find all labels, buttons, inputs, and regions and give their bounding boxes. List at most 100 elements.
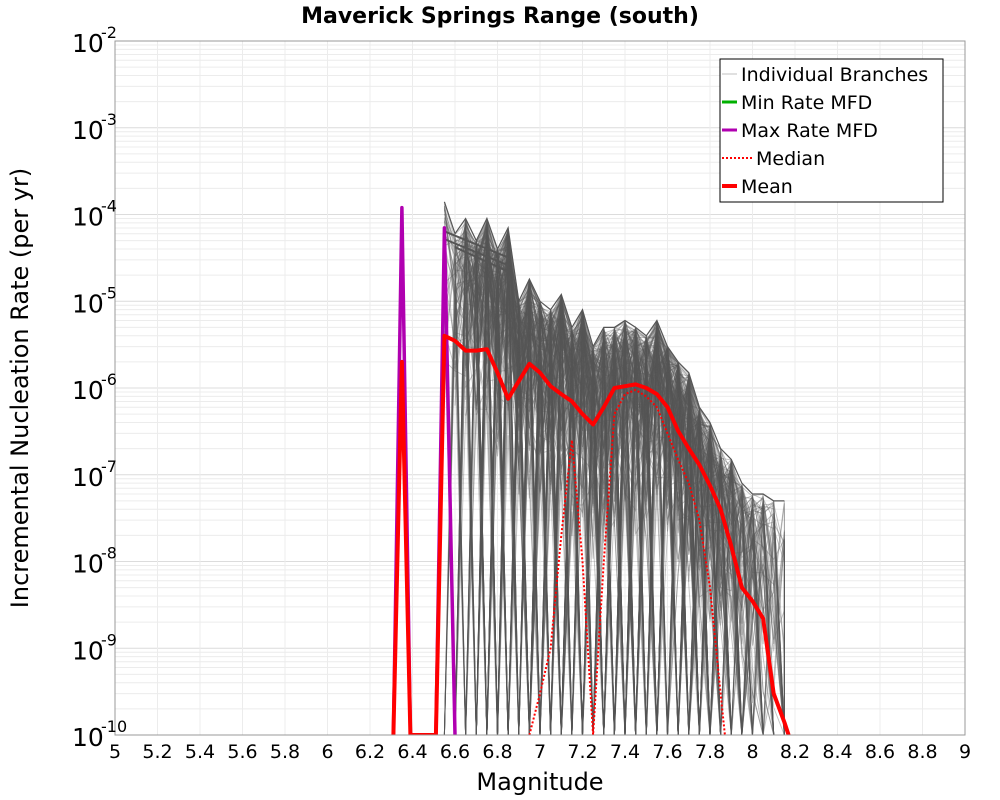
individual-branch — [465, 233, 722, 735]
individual-branch — [465, 236, 722, 735]
individual-branch — [475, 244, 775, 735]
individual-branch — [475, 280, 743, 735]
individual-branch — [454, 241, 732, 735]
individual-branch — [443, 207, 711, 735]
individual-branch — [443, 219, 743, 735]
legend-entry: Individual Branches — [722, 64, 928, 86]
legend-entry: Median — [722, 148, 825, 170]
individual-branch — [455, 239, 785, 735]
x-tick-label: 9 — [959, 741, 971, 763]
individual-branch — [454, 249, 711, 735]
individual-branch — [454, 248, 700, 735]
individual-branch — [465, 222, 785, 735]
individual-branch — [475, 230, 785, 735]
individual-branch — [454, 249, 743, 735]
individual-branch — [475, 255, 722, 735]
individual-branch — [476, 228, 774, 735]
individual-branch — [475, 267, 785, 735]
y-tick-exponent: -6 — [101, 370, 117, 389]
individual-branch — [454, 235, 732, 735]
legend-label: Mean — [741, 176, 793, 198]
individual-branch — [454, 246, 509, 273]
individual-branch — [443, 236, 775, 735]
y-tick-base: 10 — [72, 723, 104, 752]
individual-branch — [475, 281, 753, 735]
x-tick-label: 6.2 — [355, 741, 385, 763]
individual-branch — [443, 209, 743, 735]
individual-branch — [444, 233, 722, 735]
individual-branch — [443, 275, 710, 735]
legend-box — [719, 58, 944, 203]
y-tick-label: 10-9 — [72, 630, 117, 665]
y-tick-exponent: -9 — [101, 630, 117, 649]
individual-branch — [443, 281, 753, 735]
individual-branch — [475, 258, 785, 735]
individual-branch — [475, 246, 722, 735]
individual-branch — [465, 231, 764, 735]
individual-branch — [443, 253, 711, 735]
individual-branch — [454, 229, 743, 735]
individual-branch — [443, 230, 509, 259]
individual-branch — [454, 252, 775, 735]
x-tick-label: 8.6 — [865, 741, 895, 763]
x-tick-label: 5 — [109, 741, 121, 763]
individual-branch — [475, 277, 753, 735]
individual-branch — [454, 227, 743, 735]
individual-branch — [443, 224, 743, 735]
individual-branch — [443, 213, 743, 735]
individual-branch — [475, 252, 732, 735]
individual-branch — [465, 251, 785, 735]
individual-branch — [443, 205, 722, 735]
individual-branch — [443, 222, 743, 735]
individual-branch — [443, 255, 722, 735]
individual-branch — [475, 236, 700, 735]
y-tick-label: 10-6 — [72, 370, 117, 405]
y-tick-exponent: -5 — [101, 283, 117, 302]
individual-branch — [443, 225, 785, 735]
individual-branch — [454, 289, 732, 735]
individual-branch — [465, 256, 710, 735]
individual-branch — [475, 259, 711, 735]
individual-branch — [465, 245, 700, 735]
grid-layer — [114, 41, 966, 736]
individual-branch — [454, 235, 785, 735]
individual-branch — [476, 272, 732, 735]
individual-branch — [475, 249, 700, 735]
individual-branch — [454, 231, 785, 735]
individual-branch — [465, 271, 764, 735]
individual-branch — [475, 243, 764, 735]
individual-branch — [454, 242, 753, 735]
individual-branch — [443, 225, 742, 735]
individual-branch — [475, 232, 785, 735]
individual-branch — [443, 208, 774, 735]
individual-branch — [475, 268, 764, 735]
individual-branch — [465, 275, 785, 735]
y-tick-exponent: -4 — [101, 197, 117, 216]
individual-branch — [454, 240, 775, 735]
individual-branch — [465, 267, 785, 735]
individual-branch — [443, 225, 785, 735]
individual-branch — [454, 220, 732, 735]
individual-branch — [454, 244, 785, 735]
individual-branch — [465, 245, 700, 735]
x-tick-label: 8.4 — [822, 741, 852, 763]
individual-branch — [475, 297, 700, 735]
y-tick-base: 10 — [72, 116, 104, 145]
individual-branch — [454, 232, 722, 735]
y-tick-exponent: -3 — [101, 110, 117, 129]
individual-branch — [444, 220, 722, 735]
y-tick-base: 10 — [72, 636, 104, 665]
individual-branch — [443, 243, 785, 735]
individual-branch — [476, 249, 775, 735]
y-tick-base: 10 — [72, 550, 104, 579]
x-tick-label: 5.6 — [227, 741, 257, 763]
individual-branch — [465, 218, 732, 735]
y-tick-exponent: -8 — [101, 544, 117, 563]
x-tick-label: 6 — [321, 741, 333, 763]
individual-branch — [454, 230, 785, 735]
y-tick-label: 10-7 — [72, 457, 117, 492]
individual-branch — [443, 231, 785, 735]
individual-branch — [465, 243, 700, 735]
individual-branch — [443, 219, 711, 735]
legend-label: Individual Branches — [741, 64, 928, 86]
